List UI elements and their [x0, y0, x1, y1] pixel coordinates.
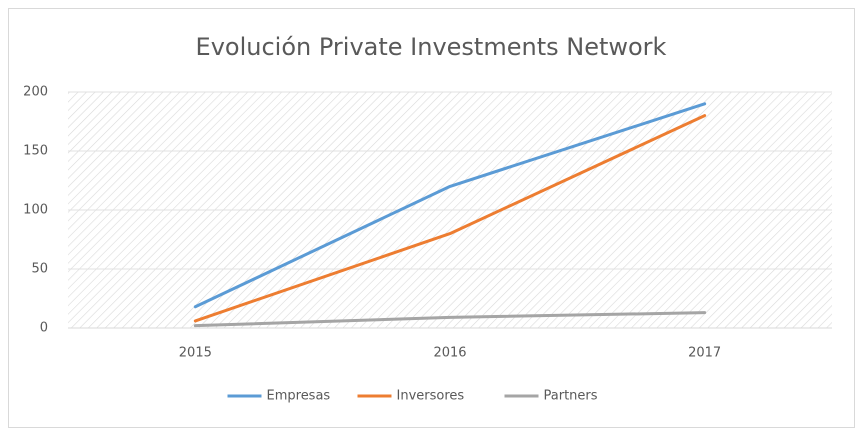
chart-title: Evolución Private Investments Network: [196, 33, 667, 61]
series-line: [193, 114, 707, 323]
x-tick-label: 2016: [433, 346, 466, 361]
legend-label: Empresas: [267, 389, 331, 404]
y-tick-label: 100: [23, 203, 48, 218]
x-tick-label: 2015: [179, 346, 212, 361]
series-line: [193, 102, 707, 309]
legend-label: Inversores: [397, 389, 465, 404]
y-tick-label: 150: [23, 144, 48, 159]
legend-label: Partners: [544, 389, 598, 404]
y-tick-label: 200: [23, 85, 48, 100]
y-tick-label: 0: [40, 321, 48, 336]
y-tick-label: 50: [31, 262, 48, 277]
series-line: [193, 311, 707, 328]
x-tick-label: 2017: [688, 346, 721, 361]
